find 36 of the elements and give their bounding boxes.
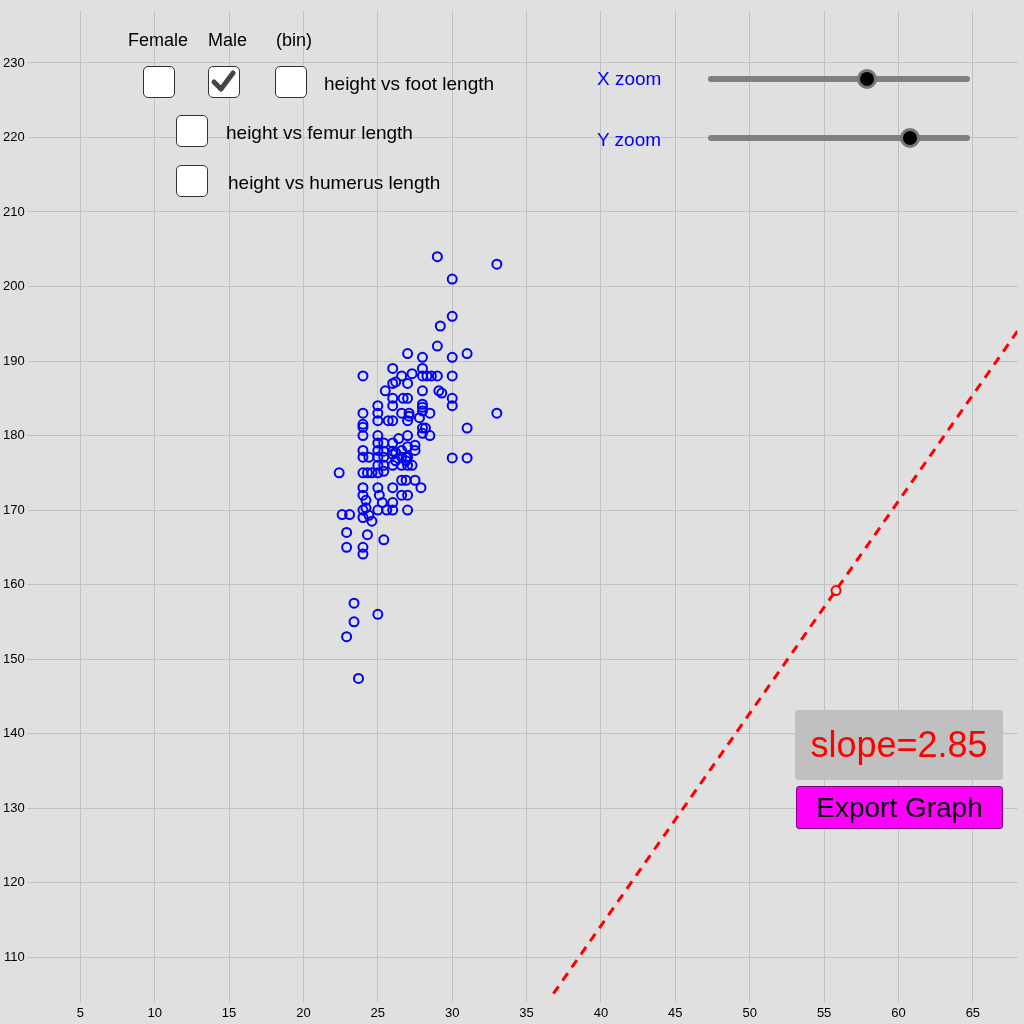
x-tick-label: 40 <box>593 1004 609 1020</box>
y-tick-label: 120 <box>2 874 25 890</box>
y-tick-label: 230 <box>2 54 25 70</box>
y-tick-label: 180 <box>2 427 25 443</box>
x-tick-label: 45 <box>668 1004 683 1020</box>
y-tick-label: 200 <box>2 278 25 294</box>
x-tick-label: 50 <box>742 1004 757 1020</box>
x-tick-label: 60 <box>891 1004 906 1020</box>
y-tick-label: 150 <box>2 650 25 666</box>
annotation: Export Graph <box>796 786 1003 829</box>
annotation: X zoom <box>597 68 662 90</box>
y-tick-label: 170 <box>2 501 25 517</box>
annotation: height vs foot length <box>324 73 495 95</box>
y-tick-label: 110 <box>3 948 25 964</box>
y-tick-label: 190 <box>2 352 25 368</box>
y-tick-label: 160 <box>2 576 25 592</box>
y-tick-label: 210 <box>2 203 25 219</box>
x-tick-label: 35 <box>519 1004 534 1020</box>
x-tick-label: 15 <box>221 1004 237 1020</box>
x-tick-label: 30 <box>444 1004 460 1020</box>
x-tick-label: 20 <box>296 1004 311 1020</box>
y-tick-label: 140 <box>2 725 25 741</box>
x-tick-label: 10 <box>147 1004 162 1020</box>
annotation: Female <box>128 30 189 51</box>
x-tick-label: 55 <box>816 1004 832 1020</box>
annotation: slope=2.85 <box>795 710 1003 780</box>
annotation: (bin) <box>276 30 313 51</box>
annotation: Y zoom <box>597 129 662 151</box>
y-tick-label: 130 <box>2 799 25 815</box>
y-tick-label: 220 <box>2 129 25 145</box>
x-tick-label: 5 <box>76 1004 84 1020</box>
annotation: height vs humerus length <box>228 172 441 194</box>
annotation: Male <box>208 30 248 51</box>
x-tick-label: 25 <box>370 1004 386 1020</box>
annotation: height vs femur length <box>226 122 413 144</box>
x-tick-label: 65 <box>965 1004 981 1020</box>
